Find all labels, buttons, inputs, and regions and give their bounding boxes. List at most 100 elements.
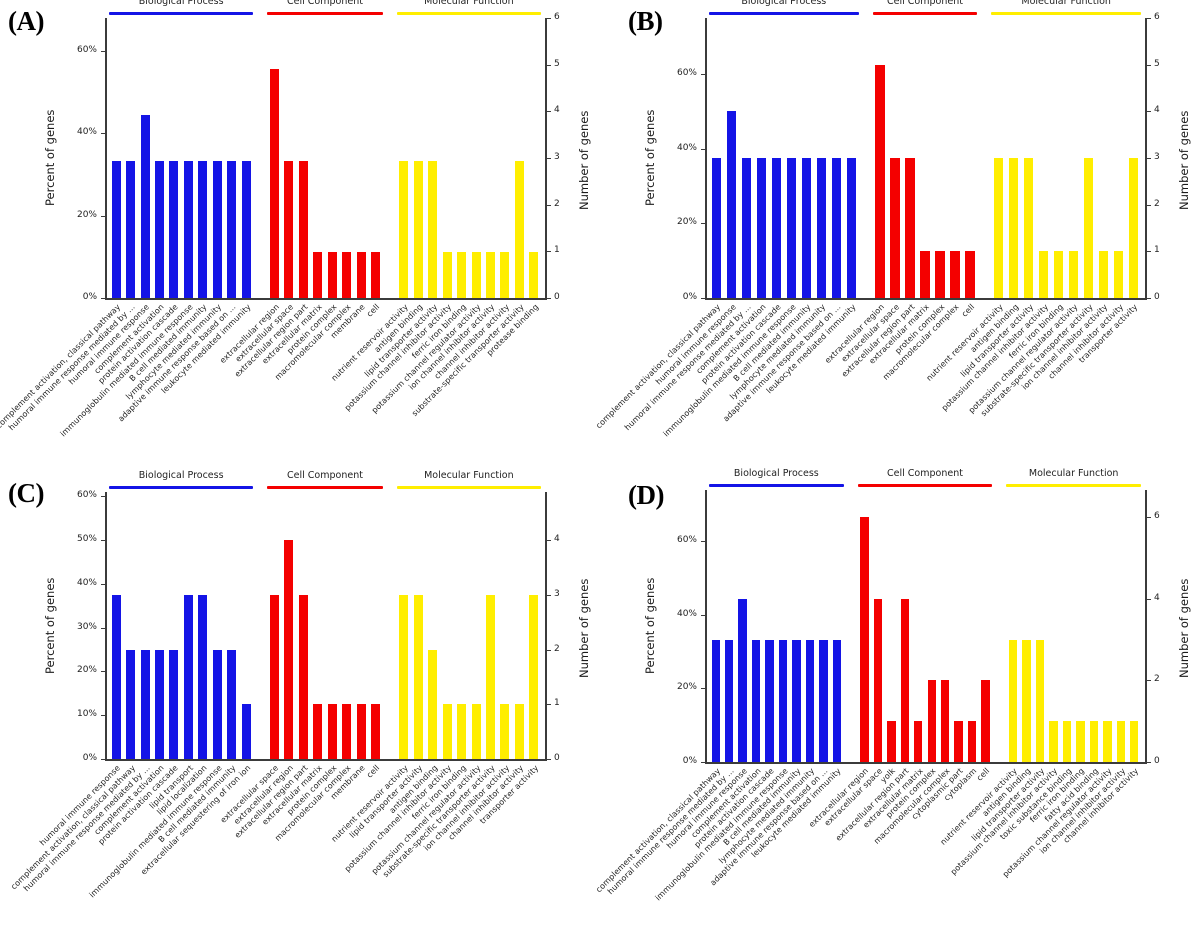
y-ticklabel-left: 10% [76,709,97,720]
bar [126,160,136,298]
y-axis-right [1145,18,1147,299]
y-axis-title-right: Number of genes [577,578,591,678]
y-ticklabel-right: 6 [554,12,560,22]
y-tick-right [1147,158,1151,159]
y-ticklabel-left: 60% [676,535,697,546]
bar [741,158,752,298]
category-rule-molecular-function [396,12,541,15]
y-tick-left [701,223,705,225]
y-axis-right [545,492,547,760]
y-ticklabel-right: 3 [554,588,560,599]
category-rule-biological-process [109,486,254,489]
bar [399,594,409,759]
bar [342,252,352,298]
bar [284,160,294,298]
y-axis-right [1145,490,1147,763]
y-ticklabel-right: 1 [554,698,560,709]
y-tick-left [701,148,705,150]
y-tick-right [547,649,551,651]
bar [486,594,495,759]
bar [1024,158,1034,298]
bar [1113,251,1124,298]
category-rule-cell-component [267,486,383,489]
y-ticklabel-left: 0% [682,756,697,766]
bar [442,252,452,298]
bar [950,251,960,298]
y-axis-left [705,18,707,299]
x-axis [105,759,547,761]
bar [920,251,930,298]
y-ticklabel-left: 20% [76,209,97,220]
bar [1069,251,1079,298]
y-ticklabel-right: 1 [1154,245,1160,256]
y-ticklabel-left: 20% [676,217,697,228]
bar [169,160,179,298]
category-title-molecular-function: Molecular Function [1028,468,1119,479]
bar [529,252,539,298]
x-axis [705,762,1147,764]
panel-a: (A) Biological Process Cell Component Molec… [0,0,600,466]
y-ticklabel-right: 4 [554,534,560,545]
y-axis-title-left: Percent of genes [643,577,657,674]
y-tick-right [547,594,551,596]
bar [1089,721,1099,762]
category-title-cell-component: Cell Component [887,468,963,479]
bar [371,252,380,298]
y-ticklabel-left: 30% [76,621,97,632]
panel-d: (D) Biological Process Cell Component Molec… [594,466,1200,932]
bar [816,158,826,298]
bar [155,160,164,298]
y-ticklabel-left: 50% [76,534,97,545]
bar [198,594,208,759]
bar [413,160,423,298]
y-axis-title-left: Percent of genes [643,109,657,206]
bar [169,649,179,759]
bar [726,111,737,298]
bar [1062,721,1072,762]
y-axis-left [105,492,107,760]
y-ticklabel-left: 0% [682,292,697,302]
bar [890,158,900,298]
bar [428,160,438,298]
bar [786,158,796,298]
y-ticklabel-left: 60% [76,44,97,55]
y-tick-left [101,496,105,498]
bar [1049,721,1058,762]
panel-letter-a: (A) [8,6,44,36]
y-tick-right [547,111,551,113]
y-tick-left [701,541,705,543]
bar [500,704,510,759]
y-tick-left [101,715,105,717]
y-ticklabel-left: 20% [676,682,697,693]
x-tick-label: cell [959,302,977,319]
y-ticklabel-left: 0% [82,753,97,763]
category-title-biological-process: Biological Process [741,0,827,7]
y-tick-left [101,540,105,542]
y-tick-left [701,74,705,75]
y-tick-right [1147,251,1151,253]
y-ticklabel-right: 4 [554,105,560,116]
y-tick-right [1147,111,1151,113]
bar [342,704,352,759]
bar [313,252,323,298]
y-tick-left [101,298,105,299]
bar [212,160,222,298]
bar [486,252,495,298]
bar [241,160,251,298]
bar [756,158,766,298]
bar [371,704,380,759]
bar [875,64,885,298]
y-ticklabel-left: 40% [76,577,97,588]
bar [860,517,869,762]
y-ticklabel-right: 0 [554,292,560,302]
category-title-molecular-function: Molecular Function [1021,0,1111,7]
y-tick-left [701,688,705,690]
bar [1098,251,1109,298]
bar [457,704,467,759]
bar [442,704,452,759]
bar [327,252,337,298]
y-tick-left [101,627,105,629]
y-tick-right [547,158,551,159]
y-tick-left [101,671,105,673]
bar [140,115,150,298]
